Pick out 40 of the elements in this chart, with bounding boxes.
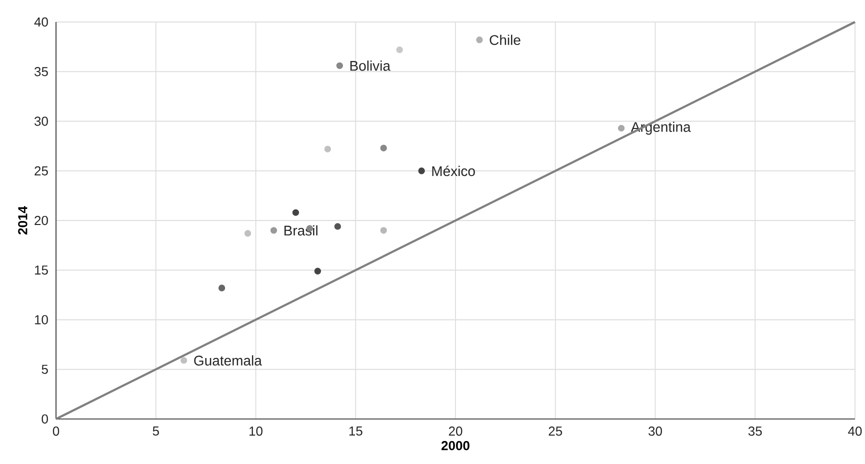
point (396, 46, 403, 54)
x-tick-label: 35 (748, 426, 762, 436)
point (618, 124, 625, 132)
point (324, 146, 331, 152)
x-tick-label: 30 (648, 426, 662, 436)
y-axis-title: 2014 (18, 206, 28, 234)
point (292, 209, 300, 216)
point (270, 227, 278, 234)
y-tick-label: 20 (34, 216, 48, 226)
x-axis-title: 2000 (442, 441, 470, 450)
data-label: Guatemala (194, 355, 262, 366)
point (418, 168, 425, 174)
y-tick-label: 5 (42, 364, 48, 374)
point (380, 227, 387, 234)
x-tick-label: 5 (152, 426, 159, 436)
x-tick-label: 0 (52, 426, 60, 436)
y-tick-label: 40 (34, 17, 48, 27)
point (334, 223, 341, 230)
data-label: Chile (490, 34, 520, 46)
x-tick-label: 10 (250, 426, 262, 436)
y-tick-label: 35 (34, 67, 48, 76)
data-label: Bolivia (350, 60, 390, 71)
data-label: Brasil (284, 225, 318, 236)
y-tick-label: 0 (42, 414, 48, 424)
point (218, 284, 226, 292)
data-label: México (432, 166, 475, 176)
point (476, 36, 483, 44)
point (314, 268, 322, 274)
y-tick-label: 25 (34, 166, 48, 176)
point (380, 144, 387, 152)
point (244, 230, 252, 237)
point (336, 62, 343, 70)
y-tick-label: 15 (34, 266, 48, 275)
y-tick-label: 30 (34, 116, 48, 126)
x-tick-label: 20 (448, 426, 462, 436)
y-tick-label: 10 (34, 315, 48, 324)
x-tick-label: 25 (548, 426, 562, 436)
x-tick-label: 15 (349, 426, 362, 436)
x-tick-label: 40 (848, 426, 862, 436)
point (180, 357, 188, 364)
